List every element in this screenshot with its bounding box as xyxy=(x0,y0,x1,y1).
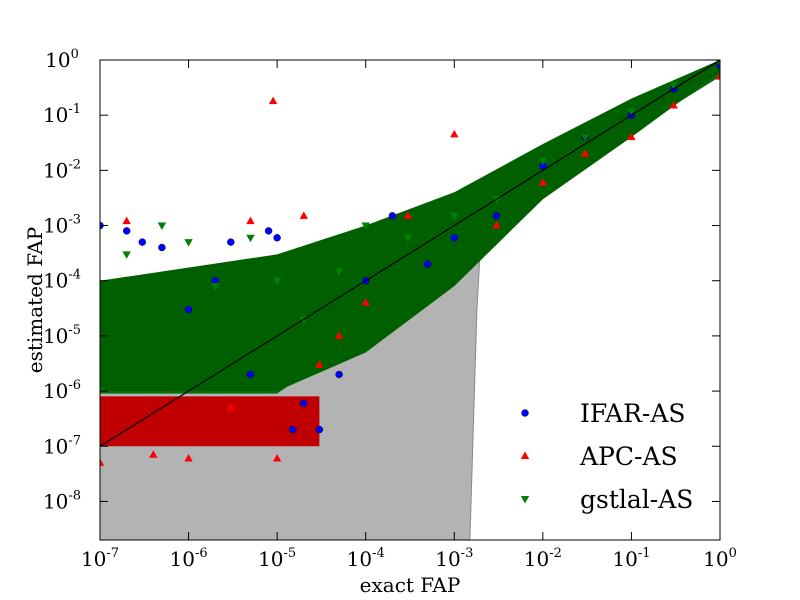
y-tick-label: 10-7 xyxy=(43,433,81,458)
x-axis: 10-7 10-6 10-5 10-4 10-3 10-2 10-1 100 xyxy=(81,60,737,571)
reference-line xyxy=(100,60,720,447)
y-tick-label: 10-3 xyxy=(43,213,81,238)
apc-as-point xyxy=(226,403,236,411)
legend-label-apc-as: APC-AS xyxy=(579,442,678,471)
legend-marker-gstlal-as xyxy=(520,496,530,504)
gstlal-as-point xyxy=(669,82,678,90)
x-tick-label: 10-5 xyxy=(258,546,296,571)
apc-as-point xyxy=(669,100,678,109)
legend-label-ifar-as: IFAR-AS xyxy=(580,399,686,428)
gstlal-as-point xyxy=(450,212,459,221)
apc-as-point xyxy=(122,216,131,225)
legend-marker-apc-as xyxy=(520,451,530,459)
gstlal-as-point xyxy=(246,234,255,243)
ifar-as-point xyxy=(122,227,131,235)
gstlal-as-point xyxy=(211,283,220,291)
gstlal-as-point xyxy=(361,222,370,231)
gstlal-as-point xyxy=(100,388,105,396)
gstlal-as-point xyxy=(403,234,413,243)
x-axis-title: exact FAP xyxy=(360,573,461,597)
y-tick-label: 10-4 xyxy=(43,268,81,293)
y-tick-label: 10-8 xyxy=(43,488,81,513)
apc-as-point xyxy=(184,453,193,462)
y-tick-label: 10-6 xyxy=(43,378,81,403)
legend-label-gstlal-as: gstlal-AS xyxy=(580,485,693,514)
x-tick-label: 10-2 xyxy=(524,546,562,571)
x-tick-label: 100 xyxy=(703,546,737,571)
apc-as-point xyxy=(450,129,459,138)
x-tick-label: 10-1 xyxy=(612,546,650,571)
apc-as-point xyxy=(299,211,309,219)
ifar-as-point xyxy=(450,234,458,242)
ifar-as-point xyxy=(273,234,281,242)
legend: IFAR-AS APC-AS gstlal-AS xyxy=(520,399,693,514)
apc-as-point xyxy=(100,458,105,466)
ifar-as-point xyxy=(289,425,297,434)
density-fill xyxy=(100,60,720,447)
apc-as-point xyxy=(315,360,324,368)
plot-area xyxy=(99,59,721,541)
apc-as-point xyxy=(272,453,282,462)
x-tick-label: 10-6 xyxy=(170,546,208,571)
ifar-as-point xyxy=(246,370,255,379)
legend-marker-ifar-as xyxy=(521,409,529,417)
apc-as-point xyxy=(403,211,413,219)
ifar-as-point xyxy=(300,399,308,407)
gstlal-as-point xyxy=(627,107,636,116)
ifar-as-point xyxy=(184,305,193,314)
y-tick-label: 10-5 xyxy=(43,323,81,348)
y-axis: 10-8 10-7 10-6 10-5 10-4 10-3 10-2 10-1 100 xyxy=(43,47,720,513)
dark-green-core xyxy=(100,60,720,392)
ifar-as-point xyxy=(158,243,166,252)
gstlal-as-point xyxy=(272,277,282,286)
x-tick-label: 10-7 xyxy=(81,546,119,571)
apc-as-point xyxy=(538,178,548,186)
ifar-as-point xyxy=(138,238,147,246)
gstlal-as-point xyxy=(538,157,548,166)
apc-as-point xyxy=(268,96,278,105)
ifar-as-point xyxy=(492,212,501,220)
y-tick-label: 10-2 xyxy=(43,157,81,182)
gstlal-as-point xyxy=(157,222,167,231)
ifar-as-point xyxy=(227,238,235,246)
plot-frame xyxy=(99,59,721,541)
x-tick-label: 10-3 xyxy=(435,546,473,571)
apc-as-point xyxy=(149,450,158,458)
apc-as-point xyxy=(334,331,344,339)
ifar-as-point xyxy=(388,212,397,220)
ifar-as-point xyxy=(423,260,432,268)
y-tick-label: 10-1 xyxy=(43,102,81,127)
gstlal-as-point xyxy=(122,251,131,259)
gstlal-as-point xyxy=(334,267,344,276)
y-axis-title: estimated FAP xyxy=(23,227,47,374)
ifar-as-point xyxy=(315,425,324,434)
x-tick-label: 10-4 xyxy=(347,546,385,571)
scatter-marks xyxy=(100,60,720,466)
apc-as-point xyxy=(715,72,720,80)
apc-as-point xyxy=(580,149,590,157)
apc-as-point xyxy=(246,216,255,225)
ifar-as-point xyxy=(335,370,343,379)
y-tick-label: 100 xyxy=(45,47,79,72)
apc-as-point xyxy=(361,298,370,306)
apc-as-point xyxy=(492,221,501,229)
ifar-as-point xyxy=(264,227,273,235)
red-density-region xyxy=(100,396,320,447)
apc-as-point xyxy=(627,132,636,141)
gstlal-as-point xyxy=(580,134,590,142)
gstlal-as-point xyxy=(184,239,193,247)
